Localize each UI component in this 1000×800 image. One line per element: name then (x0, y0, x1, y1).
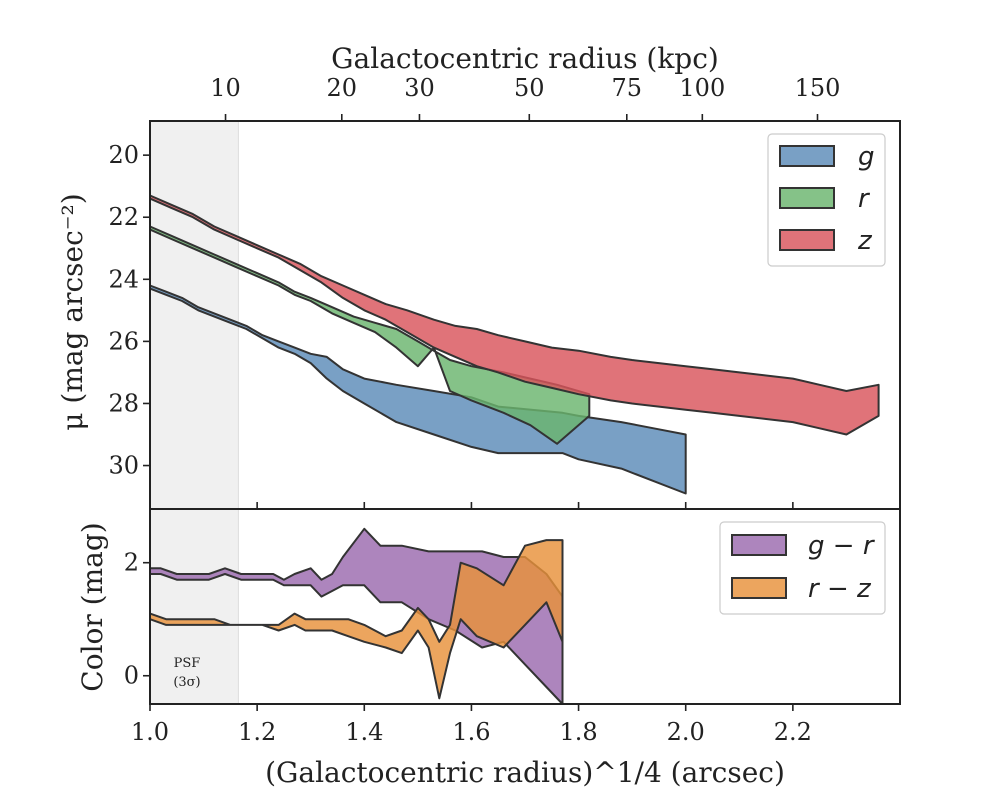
psf-shaded-region-color (150, 509, 239, 704)
top-x-tick-label-1: 20 (327, 74, 358, 102)
bottom-axis-title: (Galactocentric radius)^1/4 (arcsec) (265, 756, 785, 789)
top-x-tick-label-2: 30 (404, 74, 435, 102)
main-y-axis-title: μ (mag arcsec⁻²) (56, 193, 89, 430)
main-legend-label-1: r (858, 184, 871, 214)
top-axis-title: Galactocentric radius (kpc) (331, 42, 719, 75)
band-r (149, 225, 591, 445)
color-legend-swatch-1 (731, 577, 787, 599)
psf-label: PSF (174, 656, 201, 671)
x-tick-label-2: 1.4 (345, 718, 383, 746)
x-tick-label-4: 1.8 (559, 718, 597, 746)
main-y-tick-label-2: 24 (108, 265, 139, 293)
color-legend-label-0: g − r (808, 531, 876, 561)
main-y-tick-label-4: 28 (108, 389, 139, 417)
color-y-axis-title: Color (mag) (76, 522, 109, 691)
x-tick-label-5: 2.0 (667, 718, 705, 746)
x-tick-label-1: 1.2 (238, 718, 276, 746)
top-x-tick-label-5: 100 (679, 74, 725, 102)
main-y-tick-label-1: 22 (108, 203, 139, 231)
color-y-tick-label-1: 2 (124, 549, 139, 577)
color-profile-panel: PSF (3σ) 0 2 1.0 1.2 1.4 1.6 1.8 2.0 2.2 g − r r − z (124, 508, 901, 746)
color-frame (149, 508, 901, 705)
band-z (149, 194, 880, 436)
color-legend-swatch-0 (731, 534, 787, 556)
top-x-tick-label-0: 10 (210, 74, 241, 102)
psf-sigma-label: (3σ) (173, 675, 200, 690)
color-legend-label-1: r − z (808, 574, 872, 604)
top-x-tick-label-6: 150 (795, 74, 841, 102)
x-tick-label-3: 1.6 (452, 718, 490, 746)
main-y-tick-label-3: 26 (108, 327, 139, 355)
color-y-tick-label-0: 0 (124, 662, 139, 690)
main-legend-label-0: g (858, 142, 875, 172)
top-x-tick-label-3: 50 (514, 74, 545, 102)
main-y-tick-label-5: 30 (108, 452, 139, 480)
main-legend-label-2: z (857, 226, 873, 256)
x-tick-label-6: 2.2 (774, 718, 812, 746)
main-legend-swatch-2 (779, 229, 835, 251)
x-tick-label-0: 1.0 (131, 718, 169, 746)
top-x-tick-label-4: 75 (612, 74, 643, 102)
surface-brightness-panel: 20 22 24 26 28 30 10 20 30 50 75 100 150 grz (108, 74, 901, 510)
main-legend-swatch-0 (779, 145, 835, 167)
main-y-tick-label-0: 20 (108, 141, 139, 169)
psf-shaded-region (150, 121, 239, 509)
band-g (149, 284, 687, 495)
main-legend-swatch-1 (779, 187, 835, 209)
band-color-1 (149, 539, 564, 700)
